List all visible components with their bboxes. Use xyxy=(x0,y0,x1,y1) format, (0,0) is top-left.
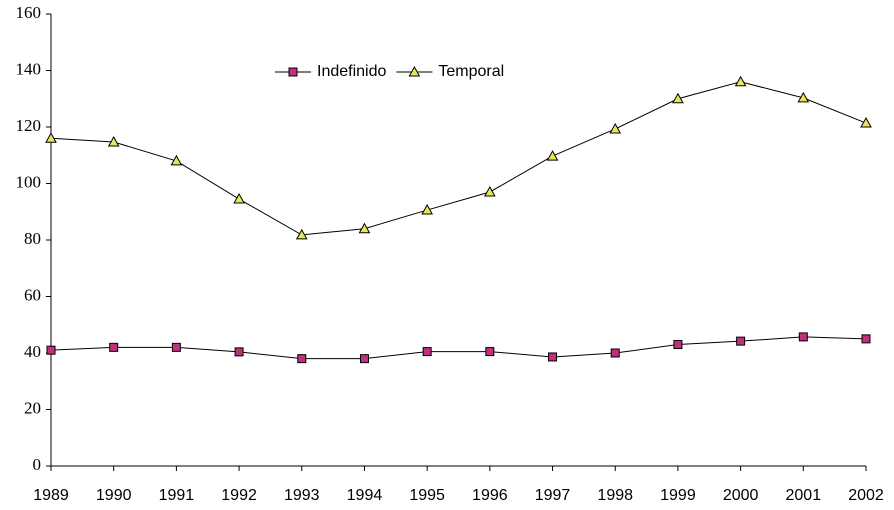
marker xyxy=(483,185,496,197)
x-tick-label: 2000 xyxy=(723,487,759,504)
x-tick-label: 1995 xyxy=(409,487,445,504)
x-tick-label: 1992 xyxy=(221,487,257,504)
y-tick-label: 120 xyxy=(16,116,42,135)
series-line xyxy=(50,336,867,360)
marker xyxy=(107,135,120,147)
x-tick-label: 1991 xyxy=(159,487,195,504)
marker xyxy=(736,336,746,346)
x-tick-label: 1999 xyxy=(660,487,696,504)
x-tick-label: 1994 xyxy=(347,487,383,504)
marker xyxy=(860,117,872,128)
marker xyxy=(546,150,559,161)
marker xyxy=(359,354,369,364)
marker xyxy=(548,352,558,362)
marker xyxy=(233,193,245,204)
marker xyxy=(109,342,119,352)
x-tick-label: 2002 xyxy=(848,487,884,504)
marker xyxy=(408,65,421,77)
series-line xyxy=(50,81,867,236)
legend-label: Temporal xyxy=(438,63,504,80)
x-tick-label: 1996 xyxy=(472,487,508,504)
x-tick-label: 1990 xyxy=(96,487,132,504)
legend: Indefinido Temporal xyxy=(275,63,504,80)
x-tick-label: 1993 xyxy=(284,487,320,504)
marker xyxy=(171,342,181,352)
marker xyxy=(422,347,432,357)
marker xyxy=(734,75,747,87)
y-tick-label: 40 xyxy=(24,342,41,361)
y-tick-label: 100 xyxy=(16,172,42,191)
marker xyxy=(295,228,308,240)
y-tick-label: 160 xyxy=(16,3,42,22)
x-tick-label: 1989 xyxy=(33,487,69,504)
marker xyxy=(797,91,810,103)
y-tick-label: 20 xyxy=(24,398,41,417)
marker xyxy=(46,345,56,355)
marker xyxy=(485,347,495,357)
y-tick-label: 0 xyxy=(33,455,42,474)
marker xyxy=(234,347,244,357)
marker xyxy=(609,122,622,134)
marker xyxy=(673,340,683,350)
y-tick-label: 60 xyxy=(24,285,41,304)
marker xyxy=(45,132,57,143)
x-tick-label: 2001 xyxy=(786,487,822,504)
x-tick-label: 1998 xyxy=(597,487,633,504)
marker xyxy=(421,204,434,215)
marker xyxy=(358,222,371,234)
x-tick-label: 1997 xyxy=(535,487,571,504)
marker xyxy=(288,67,298,77)
y-tick-label: 140 xyxy=(16,59,42,78)
legend-label: Indefinido xyxy=(317,63,386,80)
marker xyxy=(170,154,183,166)
y-tick-label: 80 xyxy=(24,229,41,248)
marker xyxy=(861,334,871,344)
marker xyxy=(297,354,307,364)
marker xyxy=(798,332,808,342)
marker xyxy=(672,92,684,104)
marker xyxy=(610,348,620,358)
